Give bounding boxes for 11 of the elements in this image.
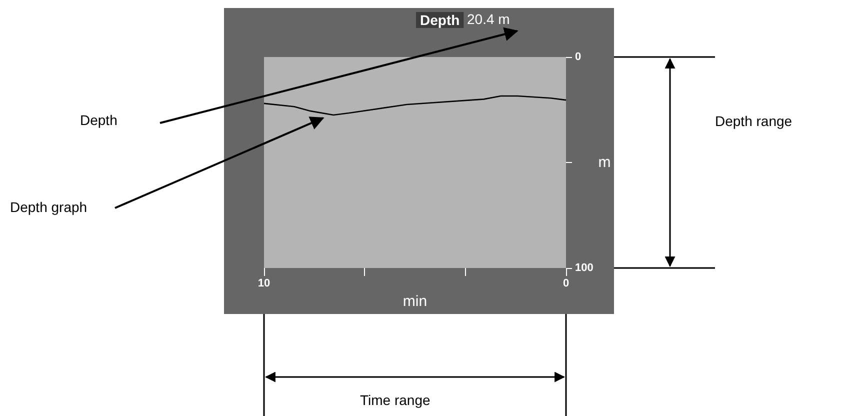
text: Time range	[360, 392, 430, 408]
line-series	[263, 95, 567, 116]
chart-title: Depth	[420, 12, 460, 28]
y-axis-title: m	[598, 154, 611, 171]
text: Depth range	[715, 113, 792, 129]
text: 20.4 m	[467, 11, 510, 27]
text: Depth graph	[10, 199, 88, 215]
x-axis-title: min	[402, 292, 428, 310]
text: Depth	[80, 112, 118, 128]
x-tick-label: 10	[258, 278, 270, 290]
y-tick-label: 100	[575, 262, 594, 274]
